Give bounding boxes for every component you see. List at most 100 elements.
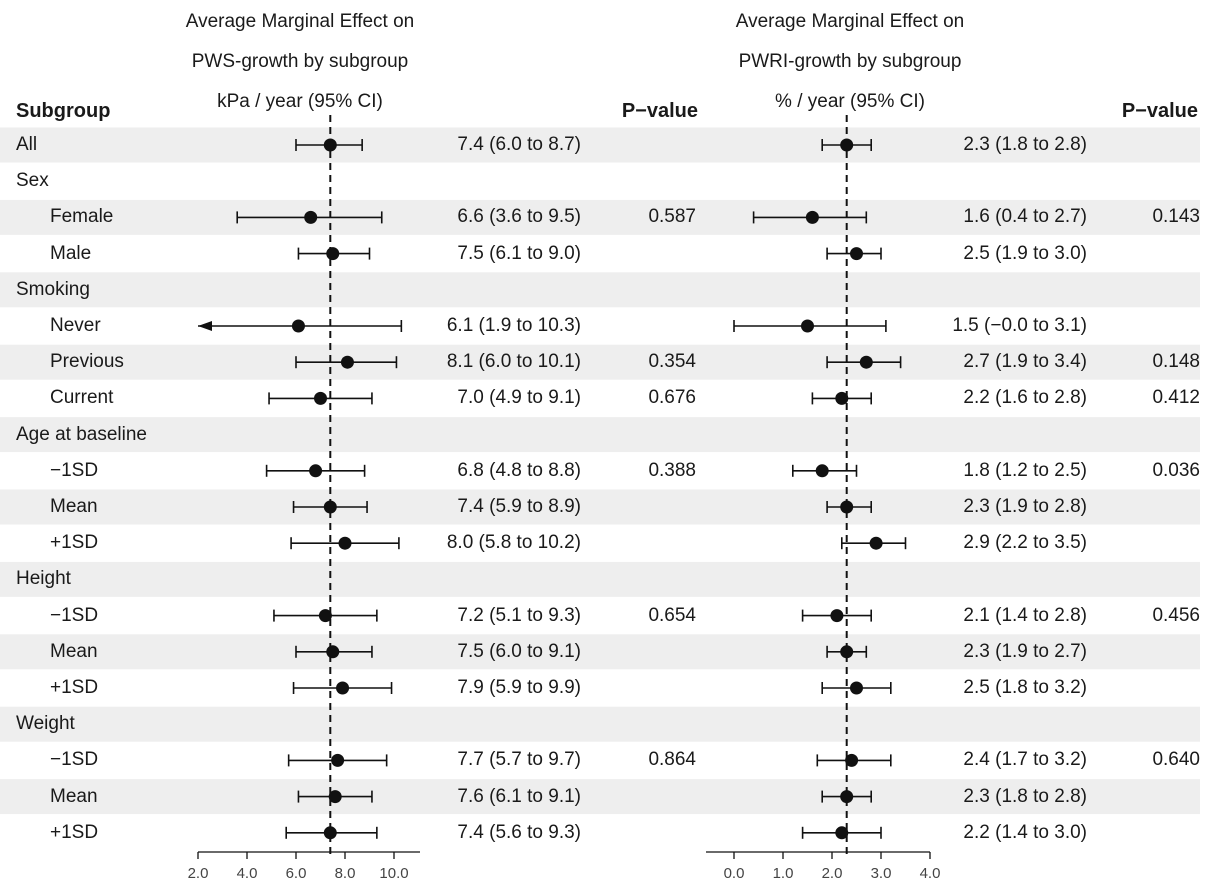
ci-arrow-left <box>198 321 212 331</box>
subgroup-column-header: Subgroup <box>16 100 111 122</box>
x-tick-label: 8.0 <box>335 865 356 882</box>
estimate-ci-text: 2.2 (1.4 to 3.0) <box>963 821 1087 843</box>
point-estimate <box>323 138 337 152</box>
right-pvalue-column-header: P−value <box>1121 100 1198 122</box>
estimate-ci-text: 2.3 (1.9 to 2.7) <box>963 640 1087 662</box>
subgroup-level-label: +1SD <box>50 821 99 843</box>
estimate-ci-text: 7.2 (5.1 to 9.3) <box>457 604 581 626</box>
p-value-text: 0.676 <box>648 387 696 409</box>
point-estimate <box>291 319 305 333</box>
point-estimate <box>815 464 829 478</box>
point-estimate <box>323 826 337 840</box>
x-tick-label: 2.0 <box>822 865 843 882</box>
point-estimate <box>835 391 849 405</box>
estimate-ci-text: 1.8 (1.2 to 2.5) <box>963 459 1087 481</box>
x-tick-label: 1.0 <box>773 865 794 882</box>
estimate-ci-text: 6.8 (4.8 to 8.8) <box>457 459 581 481</box>
row-band <box>0 199 1200 235</box>
subgroup-level-label: −1SD <box>50 749 99 771</box>
subgroup-level-label: Female <box>50 206 114 228</box>
left-axis-title: kPa / year (95% CI) <box>217 91 383 112</box>
p-value-text: 0.148 <box>1152 351 1200 373</box>
subgroup-level-label: Male <box>50 242 92 264</box>
point-estimate <box>840 790 854 804</box>
point-estimate <box>314 391 327 405</box>
row-band <box>0 272 1200 308</box>
estimate-ci-text: 7.9 (5.9 to 9.9) <box>457 677 581 698</box>
subgroup-level-label: +1SD <box>50 677 99 698</box>
row-band <box>0 634 1200 670</box>
subgroup-level-label: Current <box>50 387 114 409</box>
row-band <box>0 561 1200 597</box>
x-tick-label: 2.0 <box>188 865 209 882</box>
p-value-text: 0.587 <box>648 206 696 228</box>
point-estimate <box>309 464 323 478</box>
subgroup-level-label: Previous <box>50 351 124 373</box>
point-estimate <box>801 319 814 333</box>
point-estimate <box>840 500 854 514</box>
point-estimate <box>304 210 318 224</box>
right-axis-title: % / year (95% CI) <box>775 91 925 112</box>
estimate-ci-text: 2.3 (1.8 to 2.8) <box>963 785 1087 807</box>
x-tick-label: 10.0 <box>379 865 408 882</box>
subgroup-level-label: −1SD <box>50 604 99 626</box>
point-estimate <box>835 826 849 840</box>
p-value-text: 0.036 <box>1152 459 1200 481</box>
estimate-ci-text: 7.4 (5.6 to 9.3) <box>457 821 581 843</box>
right-title-line-1: Average Marginal Effect on <box>735 11 965 32</box>
estimate-ci-text: 2.2 (1.6 to 2.8) <box>963 387 1087 409</box>
estimate-ci-text: 2.5 (1.8 to 3.2) <box>963 677 1087 698</box>
estimate-ci-text: 2.9 (2.2 to 3.5) <box>963 532 1087 554</box>
row-band <box>0 344 1200 380</box>
left-pvalue-column-header: P−value <box>621 100 698 122</box>
subgroup-group-label: Age at baseline <box>16 423 147 445</box>
p-value-text: 0.354 <box>648 351 696 373</box>
subgroup-level-label: +1SD <box>50 532 99 554</box>
point-estimate <box>340 355 354 369</box>
p-value-text: 0.456 <box>1152 604 1200 626</box>
point-estimate <box>323 500 337 514</box>
estimate-ci-text: 2.3 (1.9 to 2.8) <box>963 496 1087 517</box>
p-value-text: 0.412 <box>1152 387 1200 409</box>
p-value-text: 0.640 <box>1152 749 1200 771</box>
left-title-line-2: PWS-growth by subgroup <box>191 51 409 72</box>
point-estimate <box>850 681 863 695</box>
estimate-ci-text: 7.0 (4.9 to 9.1) <box>457 387 581 409</box>
estimate-ci-text: 7.5 (6.1 to 9.0) <box>457 242 581 264</box>
point-estimate <box>840 138 854 152</box>
estimate-ci-text: 8.0 (5.8 to 10.2) <box>446 532 581 554</box>
point-estimate <box>859 355 873 369</box>
left-title-line-1: Average Marginal Effect on <box>185 11 415 32</box>
subgroup-level-label: Mean <box>50 496 98 517</box>
row-band <box>0 417 1200 453</box>
point-estimate <box>328 790 342 804</box>
p-value-text: 0.143 <box>1152 206 1200 228</box>
x-tick-label: 4.0 <box>237 865 258 882</box>
estimate-ci-text: 2.1 (1.4 to 2.8) <box>963 604 1087 626</box>
point-estimate <box>840 645 854 659</box>
x-tick-label: 6.0 <box>286 865 307 882</box>
estimate-ci-text: 7.7 (5.7 to 9.7) <box>457 749 581 771</box>
estimate-ci-text: 2.4 (1.7 to 3.2) <box>963 749 1087 771</box>
subgroup-group-label: Smoking <box>16 278 90 300</box>
x-tick-label: 0.0 <box>724 865 745 882</box>
estimate-ci-text: 6.1 (1.9 to 10.3) <box>446 315 581 336</box>
point-estimate <box>326 247 340 261</box>
point-estimate <box>869 536 883 550</box>
point-estimate <box>318 609 332 623</box>
point-estimate <box>336 681 350 695</box>
row-band <box>0 489 1200 525</box>
subgroup-group-label: Sex <box>16 170 49 192</box>
subgroup-group-label: Weight <box>16 713 75 735</box>
estimate-ci-text: 7.4 (5.9 to 8.9) <box>457 496 581 517</box>
point-estimate <box>338 536 352 550</box>
estimate-ci-text: 2.7 (1.9 to 3.4) <box>963 351 1087 373</box>
subgroup-level-label: Never <box>50 315 101 336</box>
estimate-ci-text: 2.5 (1.9 to 3.0) <box>963 242 1087 264</box>
row-band <box>0 779 1200 815</box>
p-value-text: 0.654 <box>648 604 696 626</box>
point-estimate <box>805 210 819 224</box>
estimate-ci-text: 7.6 (6.1 to 9.1) <box>457 785 581 807</box>
